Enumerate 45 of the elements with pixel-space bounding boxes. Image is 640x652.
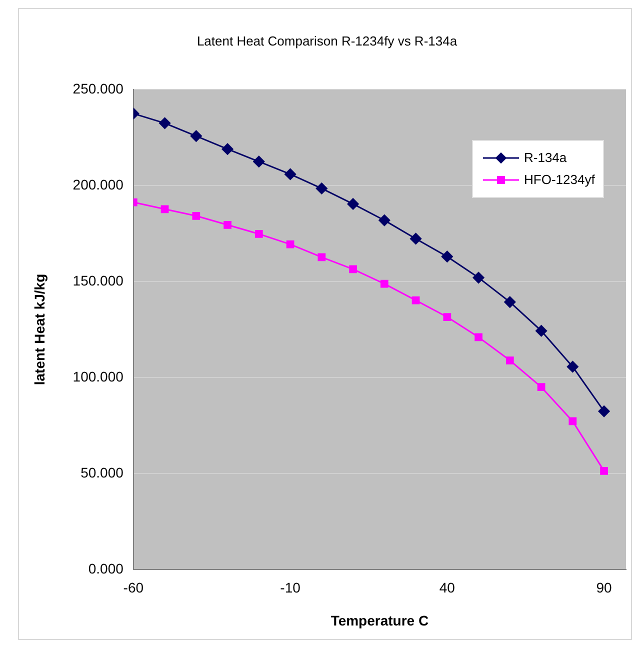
point bbox=[190, 130, 202, 142]
point bbox=[254, 230, 263, 238]
x-axis-title: Temperature C bbox=[330, 612, 429, 628]
point bbox=[316, 182, 328, 194]
point bbox=[286, 240, 294, 248]
y-tick-label: 100.000 bbox=[72, 368, 124, 384]
point bbox=[347, 198, 359, 210]
point bbox=[537, 383, 546, 392]
point bbox=[472, 272, 484, 284]
point bbox=[568, 417, 577, 426]
x-tick-label: 40 bbox=[439, 580, 456, 596]
point bbox=[506, 356, 514, 364]
legend-label: R-134a bbox=[524, 150, 567, 166]
point bbox=[253, 156, 265, 168]
y-tick-label: 0.000 bbox=[88, 560, 124, 576]
y-tick-label: 200.000 bbox=[72, 176, 124, 192]
point bbox=[441, 250, 453, 262]
point bbox=[412, 296, 420, 304]
point bbox=[598, 406, 610, 418]
x-tick-label: -10 bbox=[280, 580, 301, 596]
point bbox=[222, 143, 234, 155]
x-tick-label: 90 bbox=[596, 580, 612, 596]
point bbox=[284, 168, 296, 180]
point bbox=[192, 212, 200, 220]
y-tick-label: 50.000 bbox=[80, 464, 124, 480]
point bbox=[318, 253, 326, 262]
y-tick-label: 150.000 bbox=[72, 272, 124, 288]
y-tick-label: 250.000 bbox=[72, 80, 124, 96]
point bbox=[474, 333, 482, 342]
chart-title: Latent Heat Comparison R-1234fy vs R-134a bbox=[196, 33, 458, 48]
point bbox=[600, 467, 608, 475]
x-tick-label: -60 bbox=[123, 580, 144, 596]
point bbox=[443, 313, 452, 321]
point bbox=[224, 220, 232, 229]
point bbox=[378, 214, 390, 226]
point bbox=[566, 360, 578, 372]
point bbox=[349, 265, 357, 274]
point bbox=[160, 205, 169, 214]
point bbox=[410, 232, 422, 244]
point bbox=[159, 117, 171, 129]
legend-label: HFO-1234yf bbox=[524, 172, 595, 188]
point bbox=[380, 280, 388, 288]
point bbox=[504, 296, 516, 308]
y-axis-title: latent Heat kJ/kg bbox=[31, 274, 48, 386]
point bbox=[536, 325, 548, 337]
